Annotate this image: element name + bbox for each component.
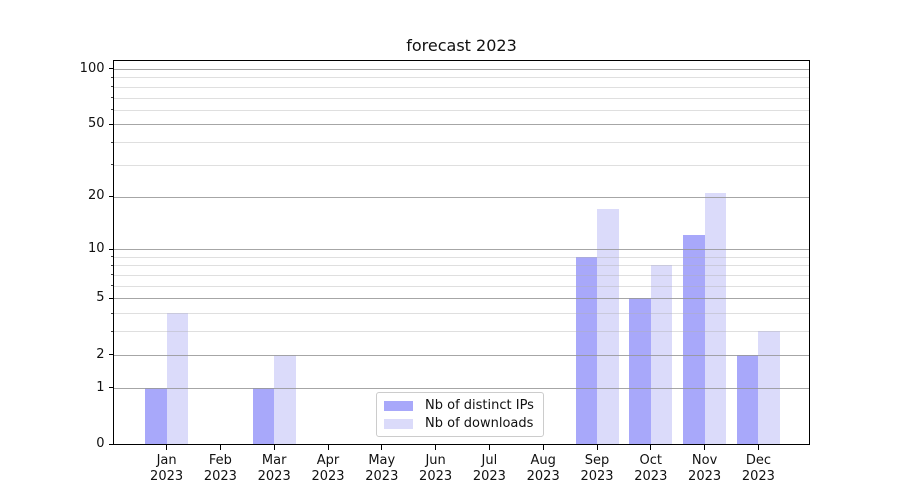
ytick-1 (108, 387, 113, 389)
bar-nov-distinct-ips (683, 235, 705, 444)
xtick-label-feb: Feb 2023 (203, 453, 237, 484)
xtick-nov (704, 445, 706, 450)
ytick-10 (108, 248, 113, 250)
xtick-jun (435, 445, 437, 450)
ytick-minor-9 (110, 256, 113, 258)
bar-nov-downloads (704, 192, 727, 444)
xtick-label-mar: Mar 2023 (257, 453, 291, 484)
ytick-minor-3 (110, 330, 113, 332)
xtick-label-apr: Apr 2023 (311, 453, 345, 484)
xtick-sep (596, 445, 598, 450)
ytick-label-20: 20 (87, 188, 105, 204)
ytick-label-0: 0 (96, 436, 105, 451)
chart-title: forecast 2023 (406, 36, 517, 55)
xtick-aug (542, 445, 544, 450)
xtick-dec (757, 445, 759, 450)
legend-label-downloads: Nb of downloads (425, 416, 534, 431)
ytick-minor-8 (110, 264, 113, 266)
bar-sep-downloads (597, 209, 619, 444)
bar-oct-downloads (650, 265, 673, 444)
xtick-mar (273, 445, 275, 450)
ytick-label-50: 50 (87, 116, 105, 132)
xtick-label-aug: Aug 2023 (526, 453, 560, 484)
legend-entry-downloads: Nb of downloads (384, 416, 536, 431)
xtick-label-may: May 2023 (365, 453, 399, 484)
ytick-2 (108, 354, 113, 356)
legend-label-distinct-ips: Nb of distinct IPs (425, 398, 534, 413)
bar-mar-distinct-ips (252, 387, 275, 444)
ytick-100 (108, 68, 113, 70)
ytick-label-100: 100 (79, 60, 105, 76)
xtick-oct (650, 445, 652, 450)
xtick-jan (166, 445, 168, 450)
ytick-minor-30 (110, 164, 113, 166)
legend-swatch-downloads (384, 418, 413, 429)
xtick-may (381, 445, 383, 450)
ytick-20 (108, 195, 113, 197)
ytick-minor-40 (110, 141, 113, 143)
xtick-label-nov: Nov 2023 (688, 453, 722, 484)
bar-dec-downloads (758, 331, 780, 444)
legend: Nb of distinct IPs Nb of downloads (376, 392, 544, 437)
bar-jan-downloads (166, 313, 189, 444)
ytick-minor-60 (110, 109, 113, 111)
ytick-minor-90 (110, 76, 113, 78)
ytick-5 (108, 297, 113, 299)
ytick-label-5: 5 (96, 290, 105, 306)
bar-oct-distinct-ips (629, 298, 651, 444)
bar-sep-distinct-ips (575, 256, 597, 444)
plot-area (113, 60, 810, 445)
legend-swatch-distinct-ips (384, 400, 413, 411)
xtick-apr (327, 445, 329, 450)
xtick-label-jun: Jun 2023 (419, 453, 453, 484)
xtick-jul (488, 445, 490, 450)
ytick-minor-4 (110, 312, 113, 314)
xtick-feb (219, 445, 221, 450)
xtick-label-oct: Oct 2023 (634, 453, 668, 484)
ytick-50 (108, 123, 113, 125)
ytick-minor-80 (110, 86, 113, 88)
ytick-label-2: 2 (96, 346, 105, 362)
bars-layer (114, 61, 809, 444)
ytick-label-1: 1 (96, 379, 105, 395)
xtick-label-dec: Dec 2023 (741, 453, 775, 484)
xtick-label-jan: Jan 2023 (150, 453, 184, 484)
ytick-minor-6 (110, 285, 113, 287)
bar-mar-downloads (274, 354, 296, 444)
ytick-0 (108, 443, 113, 445)
ytick-label-10: 10 (87, 241, 105, 257)
ytick-minor-70 (110, 96, 113, 98)
ytick-minor-7 (110, 274, 113, 276)
bar-jan-distinct-ips (145, 387, 167, 444)
bar-dec-distinct-ips (736, 354, 759, 444)
xtick-label-jul: Jul 2023 (472, 453, 506, 484)
xtick-label-sep: Sep 2023 (580, 453, 614, 484)
legend-entry-distinct-ips: Nb of distinct IPs (384, 398, 536, 413)
